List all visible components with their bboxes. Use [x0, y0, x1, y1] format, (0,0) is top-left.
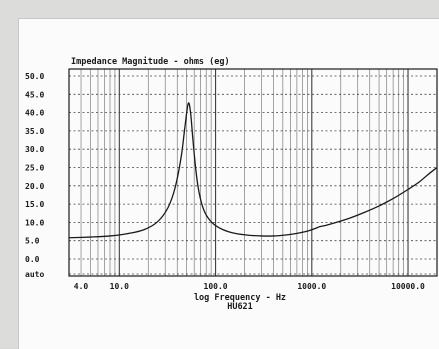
axes [68, 68, 438, 277]
x-tick-label: 100.0 [204, 282, 228, 291]
impedance-series-line [68, 102, 438, 239]
y-tick-label: auto [25, 270, 44, 279]
y-tick-label: 10.0 [25, 218, 44, 227]
y-tick-label: 25.0 [25, 164, 44, 173]
x-axis-sublabel: HU621 [227, 302, 253, 312]
x-tick-label: 1000.0 [297, 282, 326, 291]
y-tick-label: 40.0 [25, 109, 44, 118]
plot-background [19, 19, 439, 349]
y-tick-label: 30.0 [25, 145, 44, 154]
y-tick-label: 0.0 [25, 255, 40, 264]
y-tick-label: 20.0 [25, 182, 44, 191]
y-tick-label: 15.0 [25, 200, 44, 209]
plot-frame [68, 68, 438, 277]
x-tick-labels: 4.0 10.0 100.0 1000.0 10000.0 [74, 282, 425, 291]
x-tick-label: 10.0 [110, 282, 129, 291]
y-tick-label: 45.0 [25, 90, 44, 99]
series-layer [68, 102, 438, 239]
y-tick-label: 35.0 [25, 127, 44, 136]
chart-title: Impedance Magnitude - ohms (eg) [71, 56, 230, 67]
y-tick-label: 50.0 [25, 72, 44, 81]
y-tick-label: 5.0 [25, 237, 40, 246]
x-tick-label: 10000.0 [391, 282, 425, 291]
impedance-chart: auto 0.0 5.0 10.0 15.0 20.0 25.0 30.0 35.0 40.0 45… [19, 19, 439, 349]
x-axis-label: log Frequency - Hz [194, 293, 286, 303]
chart-card: auto 0.0 5.0 10.0 15.0 20.0 25.0 30.0 35.0 40.0 45… [18, 18, 439, 349]
x-tick-label: 4.0 [74, 282, 89, 291]
y-tick-labels: auto 0.0 5.0 10.0 15.0 20.0 25.0 30.0 35.0 40.0 45… [25, 72, 44, 279]
